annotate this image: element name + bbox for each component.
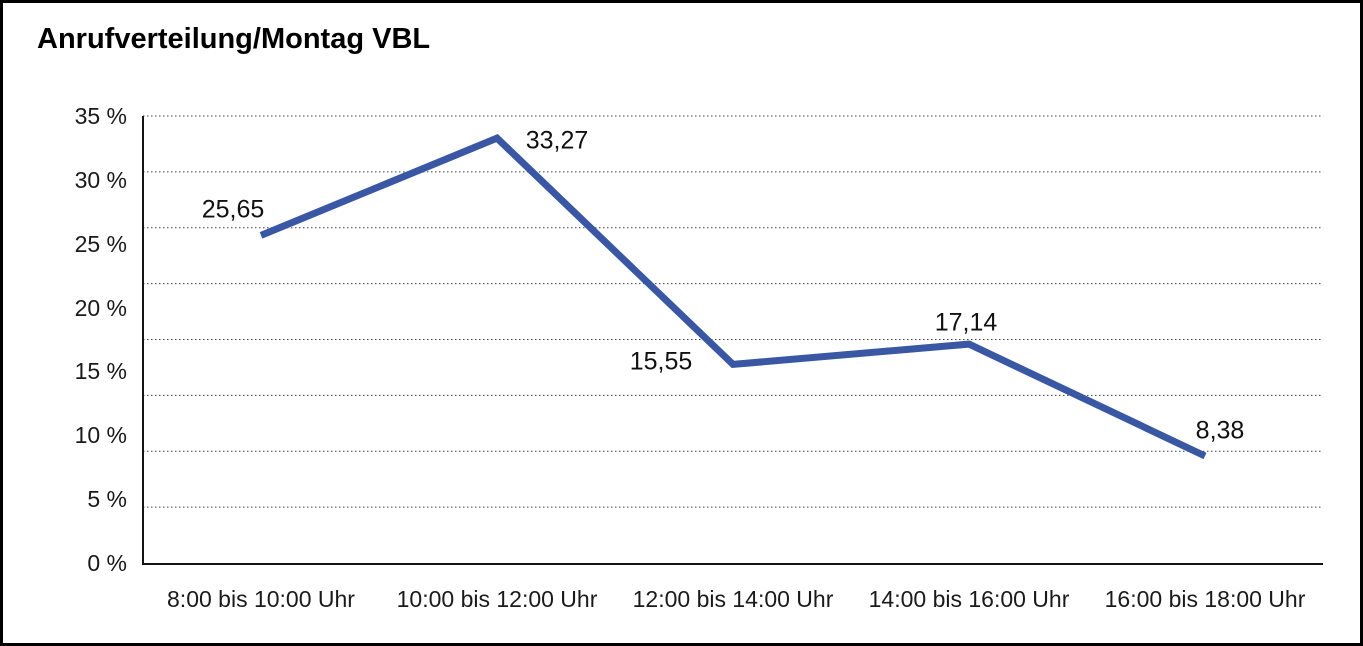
y-tick-label: 35 % bbox=[74, 103, 127, 129]
chart-canvas bbox=[142, 115, 1323, 565]
chart-title: Anrufverteilung/Montag VBL bbox=[37, 23, 431, 55]
x-tick-label: 14:00 bis 16:00 Uhr bbox=[868, 586, 1070, 612]
series-line bbox=[259, 133, 1207, 460]
data-point-label: 15,55 bbox=[629, 347, 693, 376]
x-tick-label: 16:00 bis 18:00 Uhr bbox=[1104, 586, 1306, 612]
y-tick-label: 20 % bbox=[74, 294, 127, 321]
data-point-label: 33,27 bbox=[525, 126, 589, 155]
y-tick-label: 30 % bbox=[74, 166, 127, 193]
x-tick-label: 8:00 bis 10:00 Uhr bbox=[167, 586, 355, 612]
data-point-label: 17,14 bbox=[934, 308, 998, 337]
x-tick-label: 10:00 bis 12:00 Uhr bbox=[396, 586, 598, 612]
data-point-label: 8,38 bbox=[1195, 416, 1245, 445]
y-tick-label: 10 % bbox=[74, 422, 127, 449]
x-axis-tick-labels: 8:00 bis 10:00 Uhr 10:00 bis 12:00 Uhr 12:… bbox=[3, 3, 1360, 643]
data-point-label: 25,65 bbox=[201, 195, 265, 224]
x-tick-label: 12:00 bis 14:00 Uhr bbox=[632, 586, 834, 612]
y-tick-label: 0 % bbox=[87, 550, 127, 576]
y-axis-tick-labels: 35 % 30 % 25 % 20 % 15 % 10 % 5 % 0 % bbox=[3, 3, 1360, 643]
y-tick-label: 5 % bbox=[87, 486, 127, 513]
y-tick-label: 25 % bbox=[74, 230, 127, 257]
series-data-labels: 25,65 33,27 15,55 17,14 8,38 bbox=[3, 3, 1360, 643]
y-tick-label: 15 % bbox=[74, 358, 127, 385]
